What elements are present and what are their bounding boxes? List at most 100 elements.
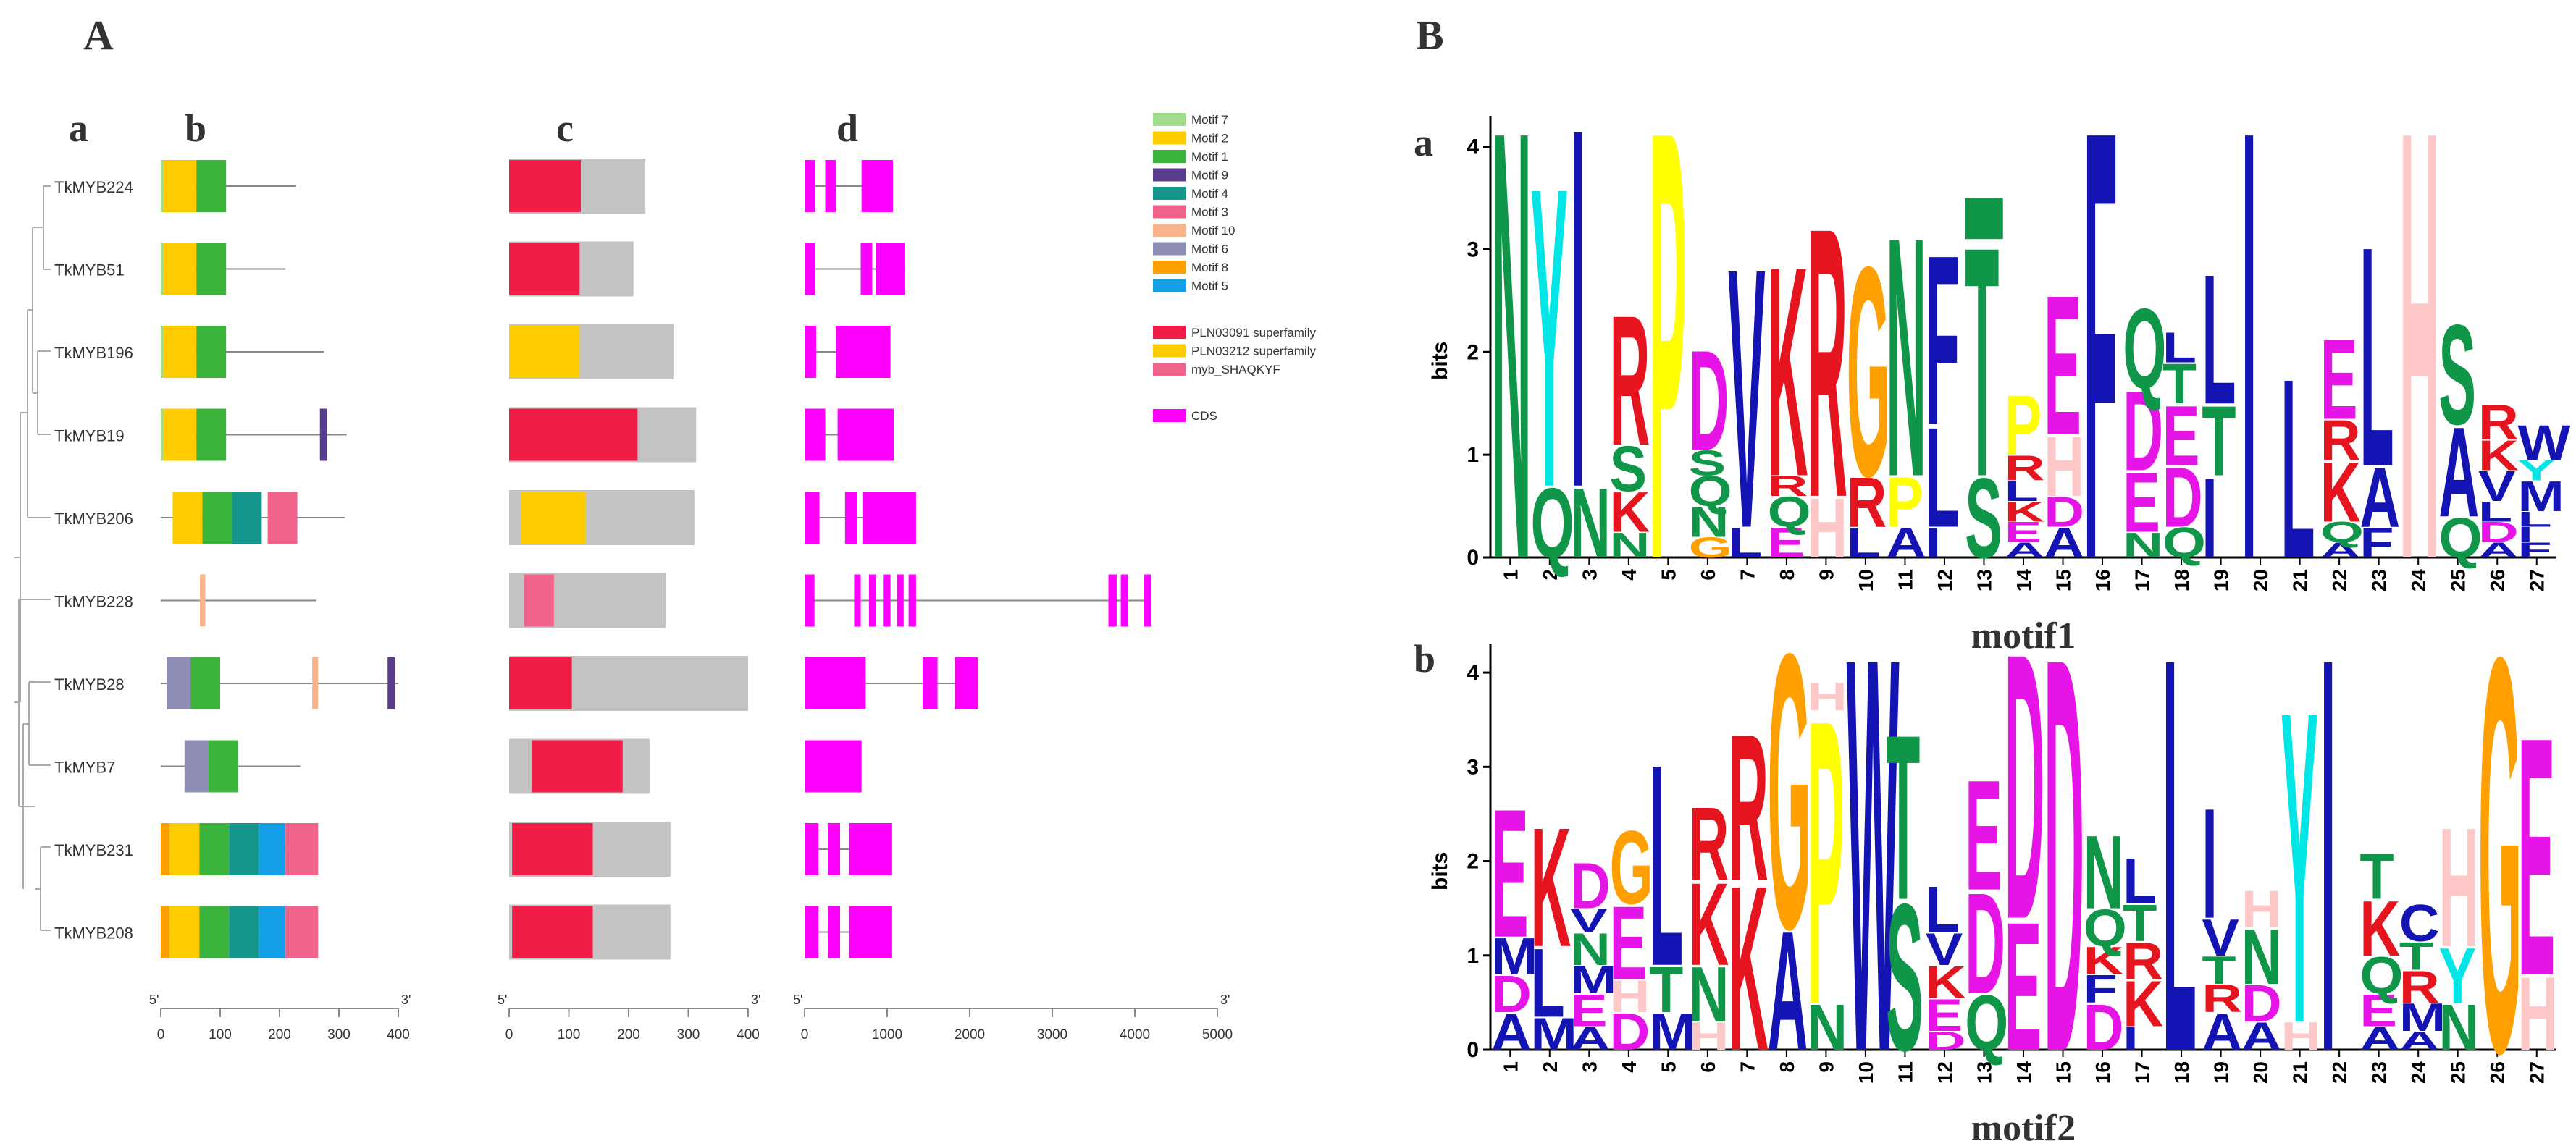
logo-letter: D [2241, 974, 2282, 1032]
axis-5prime: 5' [793, 993, 802, 1007]
logo-letter: D [2478, 516, 2519, 548]
legend-label: Motif 8 [1191, 261, 1228, 274]
motif-box [319, 408, 327, 461]
motif-box [161, 326, 164, 378]
cds-box [805, 823, 819, 875]
logo-position-label: 19 [2210, 569, 2233, 591]
logo-letter: D [1491, 964, 1532, 1023]
logo-letter: V [1926, 923, 1963, 974]
motif-box [196, 326, 227, 378]
tree-branch [23, 681, 51, 766]
cds-box [836, 326, 891, 378]
logo-position-label: 8 [1776, 569, 1798, 581]
logo-position-label: 26 [2486, 1061, 2509, 1084]
logo-letter: Q [1768, 488, 1811, 536]
panel-label-B: B [1416, 12, 1444, 59]
legend-swatch [1153, 261, 1186, 274]
logo-letter: K [1531, 793, 1572, 983]
logo-letter: H [1807, 675, 1847, 719]
legend-label: Motif 6 [1191, 243, 1228, 256]
logo-position-label: 5 [1657, 1061, 1679, 1073]
logo-letter: F [2359, 519, 2394, 567]
motif-box [190, 657, 220, 709]
logo-position-label: 4 [1618, 569, 1640, 581]
domain-box [509, 657, 572, 709]
logo-letter: T [2202, 385, 2236, 497]
logo-letter: G [2478, 542, 2522, 1146]
cds-box [883, 574, 891, 627]
cds-box [805, 326, 816, 378]
logo-position-label: 24 [2407, 1061, 2430, 1084]
tree-branch [14, 413, 21, 702]
legend-label: Motif 3 [1191, 206, 1228, 219]
domain-box [521, 492, 586, 544]
logo-letter: D [2084, 990, 2124, 1063]
logo-y-tick-label: 4 [1467, 135, 1479, 159]
logo-position-label: 6 [1697, 1061, 1719, 1073]
motif-box [202, 492, 232, 544]
logo-letter: V [1728, 190, 1766, 605]
legend-swatch [1153, 224, 1186, 237]
motif-box [172, 492, 203, 544]
axis-tick-label: 0 [157, 1027, 165, 1042]
gene-label: TkMYB19 [54, 427, 125, 445]
motif-box [164, 326, 197, 378]
logo-letter: N [1491, 3, 1532, 688]
legend-swatch [1153, 205, 1186, 219]
cds-box [827, 906, 841, 958]
motif-box [161, 823, 170, 875]
logo-letter: L [2281, 326, 2315, 612]
motif-box [164, 160, 197, 212]
logo-position-label: 16 [2092, 1061, 2114, 1084]
logo-letter: Q [2123, 286, 2166, 413]
cds-box [955, 657, 978, 709]
logo-letter: E [2320, 317, 2358, 444]
legend-swatch [1153, 187, 1186, 200]
tree-branch [33, 350, 51, 435]
axis-tick-label: 200 [268, 1027, 291, 1042]
logo-letter: L [1649, 704, 1683, 1026]
logo-letter: L [2202, 237, 2236, 444]
logo-letter: I [1570, 20, 1585, 594]
logo-position-label: 4 [1618, 1061, 1640, 1073]
logo-letter: V [1570, 903, 1608, 939]
legend-label: Motif 5 [1191, 279, 1228, 293]
sub-label-b: b [185, 106, 206, 150]
logo-letter: A [2241, 1015, 2282, 1058]
cds-box [825, 160, 836, 212]
logo-letter: Q [2320, 516, 2364, 548]
motif-box [184, 740, 209, 793]
cds-box [805, 243, 815, 295]
logo-position-label: 19 [2210, 1061, 2233, 1084]
domain-box [512, 823, 593, 875]
motif-box [196, 243, 227, 295]
logo-letter: G [1689, 532, 1732, 564]
motif-box [387, 657, 395, 709]
axis-tick-label: 100 [209, 1027, 232, 1042]
logo-letter: I [2241, 3, 2257, 688]
axis-tick-label: 4000 [1120, 1027, 1150, 1042]
logo-position-label: 20 [2249, 569, 2272, 591]
logo-letter: Q [1965, 979, 2008, 1066]
cds-box [805, 657, 866, 709]
logo-letter: A [1886, 519, 1926, 567]
logo-y-tick-label: 1 [1467, 443, 1479, 467]
logo-letter: M [2399, 996, 2446, 1040]
logo-letter: S [1610, 433, 1648, 505]
logo-letter: F [2084, 968, 2118, 1011]
logo-letter: R [1768, 471, 1808, 502]
logo-position-label: 18 [2170, 569, 2193, 591]
logo-letter: A [2399, 1026, 2440, 1056]
axis-tick-label: 2000 [955, 1027, 985, 1042]
logo-y-tick-label: 3 [1467, 755, 1479, 779]
cds-box [849, 823, 892, 875]
motif-box [164, 243, 197, 295]
cds-box [862, 492, 916, 544]
axis-tick-label: 3000 [1037, 1027, 1067, 1042]
domain-box [512, 906, 593, 958]
cds-box [861, 160, 893, 212]
logo-letter: L [1926, 872, 1960, 945]
